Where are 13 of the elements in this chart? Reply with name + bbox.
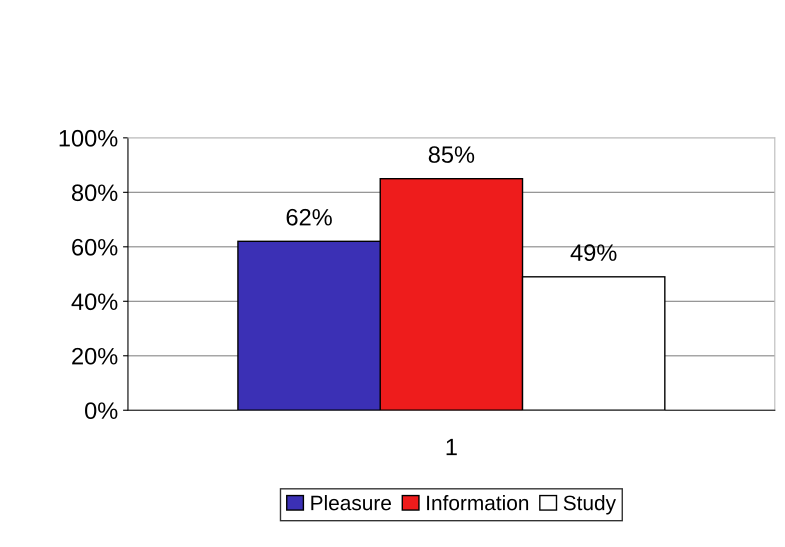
y-tick-label: 0% bbox=[85, 402, 118, 420]
y-tick-label: 40% bbox=[72, 293, 118, 310]
y-tick-label: 20% bbox=[72, 348, 118, 365]
y-tick-label: 80% bbox=[72, 184, 118, 202]
legend-label: Study bbox=[564, 495, 616, 514]
x-tick-label: 1 bbox=[446, 438, 457, 456]
y-tick-label: 60% bbox=[72, 238, 118, 256]
y-tick-label: 100% bbox=[60, 130, 118, 147]
data-label: 49% bbox=[570, 244, 616, 261]
legend-label: Pleasure bbox=[311, 495, 391, 510]
data-label: 62% bbox=[286, 208, 332, 226]
data-label: 85% bbox=[428, 146, 474, 163]
legend-label: Information bbox=[427, 495, 528, 510]
